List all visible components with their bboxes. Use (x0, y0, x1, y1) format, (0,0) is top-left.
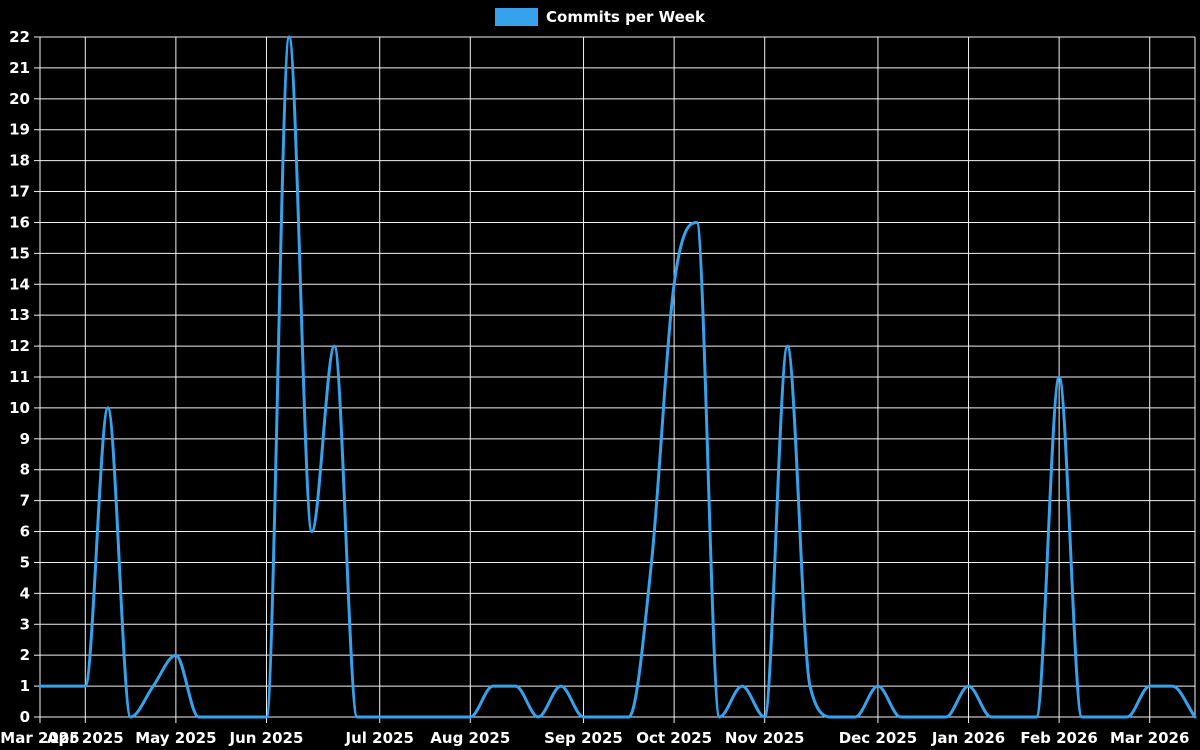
legend-item-commits-per-week[interactable]: Commits per Week (495, 7, 705, 27)
y-tick-label: 20 (9, 90, 30, 108)
y-tick-label: 14 (9, 275, 30, 293)
x-tick-label: Mar 2025 (0, 729, 79, 747)
y-tick-label: 9 (20, 430, 30, 448)
y-tick-label: 5 (20, 553, 30, 571)
x-tick-label: May 2025 (135, 729, 216, 747)
legend-swatch-icon (495, 8, 539, 26)
x-tick-label: Aug 2025 (430, 729, 510, 747)
y-tick-label: 6 (20, 523, 30, 541)
y-tick-label: 16 (9, 213, 30, 231)
x-tick-label: Oct 2025 (636, 729, 712, 747)
series-line-commits-per-week (38, 35, 1197, 719)
x-tick-label: Nov 2025 (725, 729, 805, 747)
y-tick-label: 7 (20, 492, 30, 510)
y-tick-label: 8 (20, 461, 30, 479)
legend-label: Commits per Week (546, 8, 705, 26)
x-tick-label: Feb 2026 (1020, 729, 1098, 747)
y-tick-label: 18 (9, 152, 30, 170)
y-tick-label: 12 (9, 337, 30, 355)
y-tick-label: 13 (9, 306, 30, 324)
y-tick-label: 3 (20, 615, 30, 633)
y-tick-label: 22 (9, 28, 30, 46)
y-tick-label: 17 (9, 183, 30, 201)
y-tick-label: 0 (20, 708, 30, 726)
y-tick-label: 10 (9, 399, 30, 417)
y-tick-label: 11 (9, 368, 30, 386)
y-tick-label: 1 (20, 677, 30, 695)
y-tick-label: 2 (20, 646, 30, 664)
x-tick-label: Jun 2025 (229, 729, 304, 747)
legend: Commits per Week (0, 7, 1200, 27)
x-tick-label: Sep 2025 (544, 729, 623, 747)
x-tick-label: Jul 2025 (345, 729, 414, 747)
x-tick-label: Jan 2026 (931, 729, 1005, 747)
x-tick-label: Dec 2025 (839, 729, 918, 747)
x-tick-label: Mar 2026 (1110, 729, 1189, 747)
y-tick-label: 21 (9, 59, 30, 77)
y-tick-label: 19 (9, 121, 30, 139)
x-tick-label: Apr 2025 (47, 729, 124, 747)
y-tick-label: 4 (20, 584, 30, 602)
y-tick-label: 15 (9, 244, 30, 262)
